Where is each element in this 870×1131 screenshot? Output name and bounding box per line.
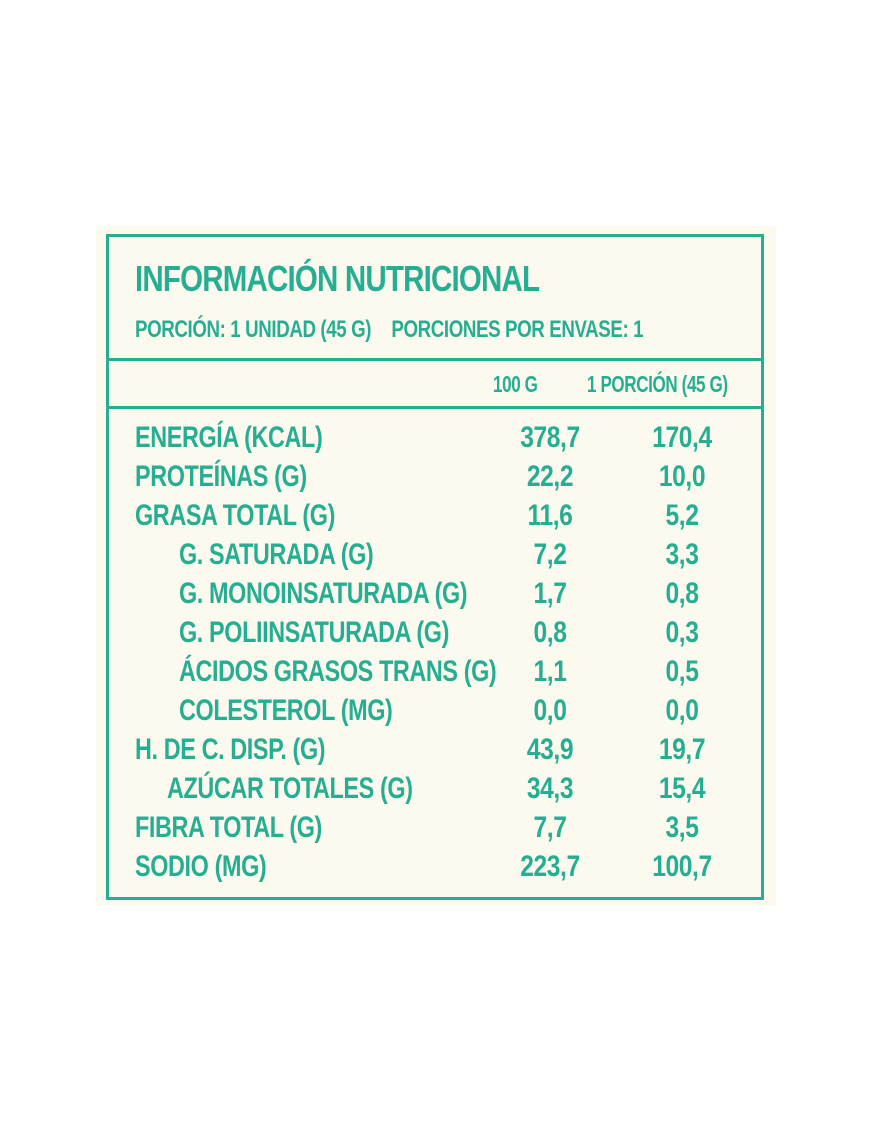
nutrient-row: ÁCIDOS GRASOS TRANS (G) 1,1 0,5 bbox=[109, 653, 761, 692]
nutrient-row: FIBRA TOTAL (G) 7,7 3,5 bbox=[109, 809, 761, 848]
column-header-100g: 100 G bbox=[493, 371, 538, 397]
divider-header bbox=[109, 406, 761, 409]
value-per-100g: 22,2 bbox=[526, 460, 574, 493]
nutrition-facts-panel: INFORMACIÓN NUTRICIONAL PORCIÓN: 1 UNIDA… bbox=[106, 234, 764, 900]
value-per-portion: 0,8 bbox=[665, 577, 699, 610]
value-per-portion: 19,7 bbox=[658, 733, 706, 766]
value-per-100g: 0,8 bbox=[533, 616, 567, 649]
value-per-portion: 3,3 bbox=[665, 538, 699, 571]
value-per-portion: 100,7 bbox=[652, 850, 712, 883]
value-per-100g: 378,7 bbox=[520, 421, 580, 454]
nutrient-name: ÁCIDOS GRASOS TRANS (G) bbox=[179, 655, 497, 688]
value-per-100g: 1,7 bbox=[533, 577, 567, 610]
nutrient-row: G. SATURADA (G) 7,2 3,3 bbox=[109, 536, 761, 575]
nutrient-name: ENERGÍA (KCAL) bbox=[135, 421, 323, 454]
label-background bbox=[96, 226, 776, 906]
serving-size: PORCIÓN: 1 UNIDAD (45 G) bbox=[135, 316, 372, 343]
nutrient-name: H. DE C. DISP. (G) bbox=[135, 733, 326, 766]
nutrient-row: G. MONOINSATURADA (G) 1,7 0,8 bbox=[109, 575, 761, 614]
nutrient-name: GRASA TOTAL (G) bbox=[135, 499, 335, 532]
value-per-portion: 3,5 bbox=[665, 811, 699, 844]
nutrient-name: SODIO (MG) bbox=[135, 850, 267, 883]
value-per-portion: 5,2 bbox=[665, 499, 699, 532]
value-per-100g: 34,3 bbox=[526, 772, 574, 805]
column-header-portion: 1 PORCIÓN (45 G) bbox=[587, 371, 728, 397]
nutrient-name: COLESTEROL (MG) bbox=[179, 694, 393, 727]
value-per-portion: 0,3 bbox=[665, 616, 699, 649]
nutrient-name: G. SATURADA (G) bbox=[179, 538, 374, 571]
value-per-portion: 0,0 bbox=[665, 694, 699, 727]
serving-info: PORCIÓN: 1 UNIDAD (45 G) PORCIONES POR EN… bbox=[135, 315, 644, 345]
nutrient-row: COLESTEROL (MG) 0,0 0,0 bbox=[109, 692, 761, 731]
nutrient-name: FIBRA TOTAL (G) bbox=[135, 811, 322, 844]
value-per-portion: 0,5 bbox=[665, 655, 699, 688]
label-title: INFORMACIÓN NUTRICIONAL bbox=[135, 258, 540, 299]
divider-top bbox=[109, 358, 761, 361]
value-per-100g: 7,2 bbox=[533, 538, 567, 571]
nutrient-row: G. POLIINSATURADA (G) 0,8 0,3 bbox=[109, 614, 761, 653]
value-per-100g: 7,7 bbox=[533, 811, 567, 844]
nutrient-name: PROTEÍNAS (G) bbox=[135, 460, 307, 493]
nutrient-rows: ENERGÍA (KCAL) 378,7 170,4 PROTEÍNAS (G)… bbox=[109, 419, 761, 887]
value-per-portion: 170,4 bbox=[652, 421, 712, 454]
value-per-100g: 43,9 bbox=[526, 733, 574, 766]
value-per-100g: 0,0 bbox=[533, 694, 567, 727]
value-per-portion: 10,0 bbox=[658, 460, 706, 493]
nutrient-row: PROTEÍNAS (G) 22,2 10,0 bbox=[109, 458, 761, 497]
nutrient-row: GRASA TOTAL (G) 11,6 5,2 bbox=[109, 497, 761, 536]
nutrient-row: SODIO (MG) 223,7 100,7 bbox=[109, 848, 761, 887]
nutrient-row: AZÚCAR TOTALES (G) 34,3 15,4 bbox=[109, 770, 761, 809]
servings-per-container: PORCIONES POR ENVASE: 1 bbox=[391, 316, 644, 343]
nutrient-name: AZÚCAR TOTALES (G) bbox=[167, 772, 413, 805]
nutrient-row: ENERGÍA (KCAL) 378,7 170,4 bbox=[109, 419, 761, 458]
nutrient-row: H. DE C. DISP. (G) 43,9 19,7 bbox=[109, 731, 761, 770]
nutrient-name: G. MONOINSATURADA (G) bbox=[179, 577, 468, 610]
value-per-100g: 1,1 bbox=[533, 655, 567, 688]
value-per-portion: 15,4 bbox=[658, 772, 706, 805]
value-per-100g: 223,7 bbox=[520, 850, 580, 883]
value-per-100g: 11,6 bbox=[527, 499, 573, 532]
nutrient-name: G. POLIINSATURADA (G) bbox=[179, 616, 450, 649]
